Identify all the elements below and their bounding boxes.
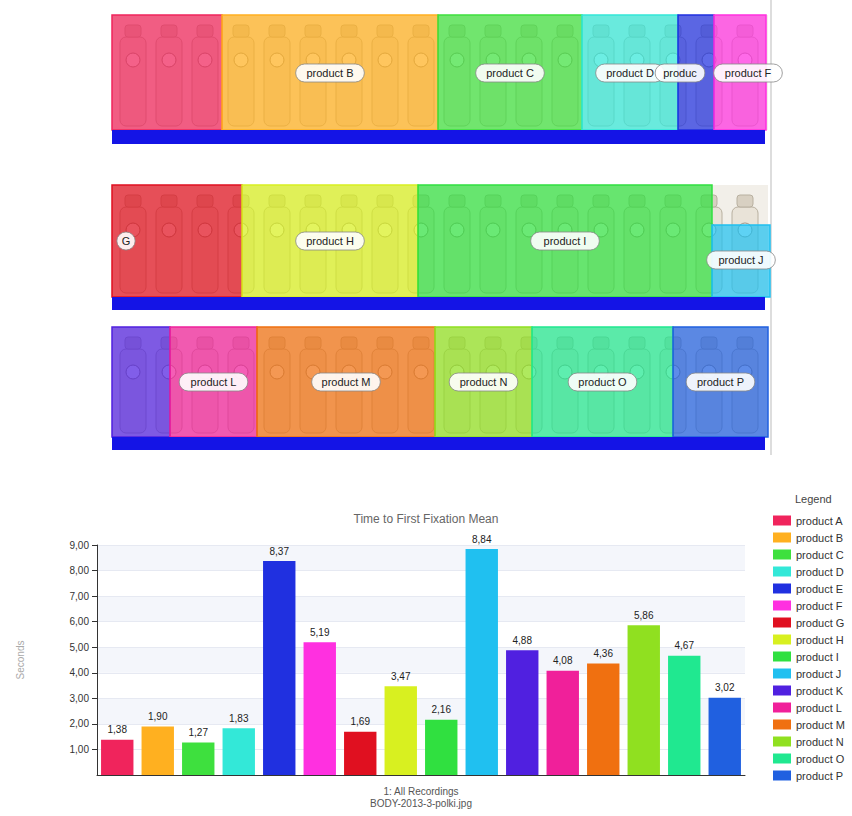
- svg-text:2,00: 2,00: [70, 718, 90, 729]
- svg-text:product L: product L: [796, 702, 842, 714]
- svg-text:4,36: 4,36: [594, 648, 614, 659]
- svg-text:1,00: 1,00: [70, 744, 90, 755]
- svg-text:product L: product L: [191, 376, 237, 388]
- svg-text:3,47: 3,47: [391, 671, 411, 682]
- svg-text:product J: product J: [796, 668, 841, 680]
- svg-text:Seconds: Seconds: [15, 641, 26, 680]
- svg-text:2,16: 2,16: [432, 704, 452, 715]
- svg-text:5,00: 5,00: [70, 642, 90, 653]
- svg-text:product H: product H: [306, 235, 354, 247]
- svg-text:9,00: 9,00: [70, 540, 90, 551]
- svg-text:product C: product C: [796, 549, 844, 561]
- svg-text:product F: product F: [725, 67, 772, 79]
- svg-text:product H: product H: [796, 634, 844, 646]
- svg-text:4,08: 4,08: [553, 655, 573, 666]
- svg-text:8,00: 8,00: [70, 565, 90, 576]
- svg-text:5,19: 5,19: [310, 627, 330, 638]
- svg-text:product O: product O: [796, 753, 845, 765]
- svg-text:product N: product N: [460, 376, 508, 388]
- svg-text:1,90: 1,90: [148, 711, 168, 722]
- svg-text:produc: produc: [663, 67, 697, 79]
- svg-text:Legend: Legend: [795, 493, 832, 505]
- svg-text:product P: product P: [697, 376, 744, 388]
- svg-text:1,69: 1,69: [351, 716, 371, 727]
- svg-text:1: All Recordings: 1: All Recordings: [383, 786, 458, 797]
- svg-text:1,27: 1,27: [189, 727, 209, 738]
- svg-text:product B: product B: [306, 67, 353, 79]
- svg-text:product K: product K: [796, 685, 844, 697]
- svg-text:7,00: 7,00: [70, 591, 90, 602]
- svg-text:1,83: 1,83: [229, 713, 249, 724]
- svg-text:Time to First Fixation Mean: Time to First Fixation Mean: [354, 512, 499, 526]
- svg-text:product B: product B: [796, 532, 843, 544]
- svg-text:product P: product P: [796, 770, 843, 782]
- svg-text:product D: product D: [606, 67, 654, 79]
- svg-text:4,00: 4,00: [70, 667, 90, 678]
- svg-text:product C: product C: [486, 67, 534, 79]
- svg-text:BODY-2013-3-polki.jpg: BODY-2013-3-polki.jpg: [370, 798, 472, 809]
- svg-text:4,67: 4,67: [675, 640, 695, 651]
- svg-text:5,86: 5,86: [634, 610, 654, 621]
- svg-text:6,00: 6,00: [70, 616, 90, 627]
- svg-text:product O: product O: [578, 376, 627, 388]
- svg-text:3,02: 3,02: [715, 682, 735, 693]
- svg-text:product F: product F: [796, 600, 843, 612]
- svg-text:3,00: 3,00: [70, 693, 90, 704]
- svg-text:G: G: [122, 235, 131, 247]
- svg-text:product J: product J: [718, 254, 763, 266]
- svg-text:1,38: 1,38: [108, 724, 128, 735]
- svg-text:8,84: 8,84: [472, 534, 492, 545]
- svg-text:product I: product I: [796, 651, 839, 663]
- svg-text:product A: product A: [796, 515, 843, 527]
- svg-text:product E: product E: [796, 583, 843, 595]
- svg-text:product M: product M: [796, 719, 845, 731]
- svg-text:4,88: 4,88: [513, 635, 533, 646]
- svg-text:product I: product I: [544, 235, 587, 247]
- svg-text:product G: product G: [796, 617, 844, 629]
- svg-text:product M: product M: [322, 376, 371, 388]
- svg-text:product N: product N: [796, 736, 844, 748]
- svg-text:8,37: 8,37: [270, 546, 290, 557]
- svg-text:product D: product D: [796, 566, 844, 578]
